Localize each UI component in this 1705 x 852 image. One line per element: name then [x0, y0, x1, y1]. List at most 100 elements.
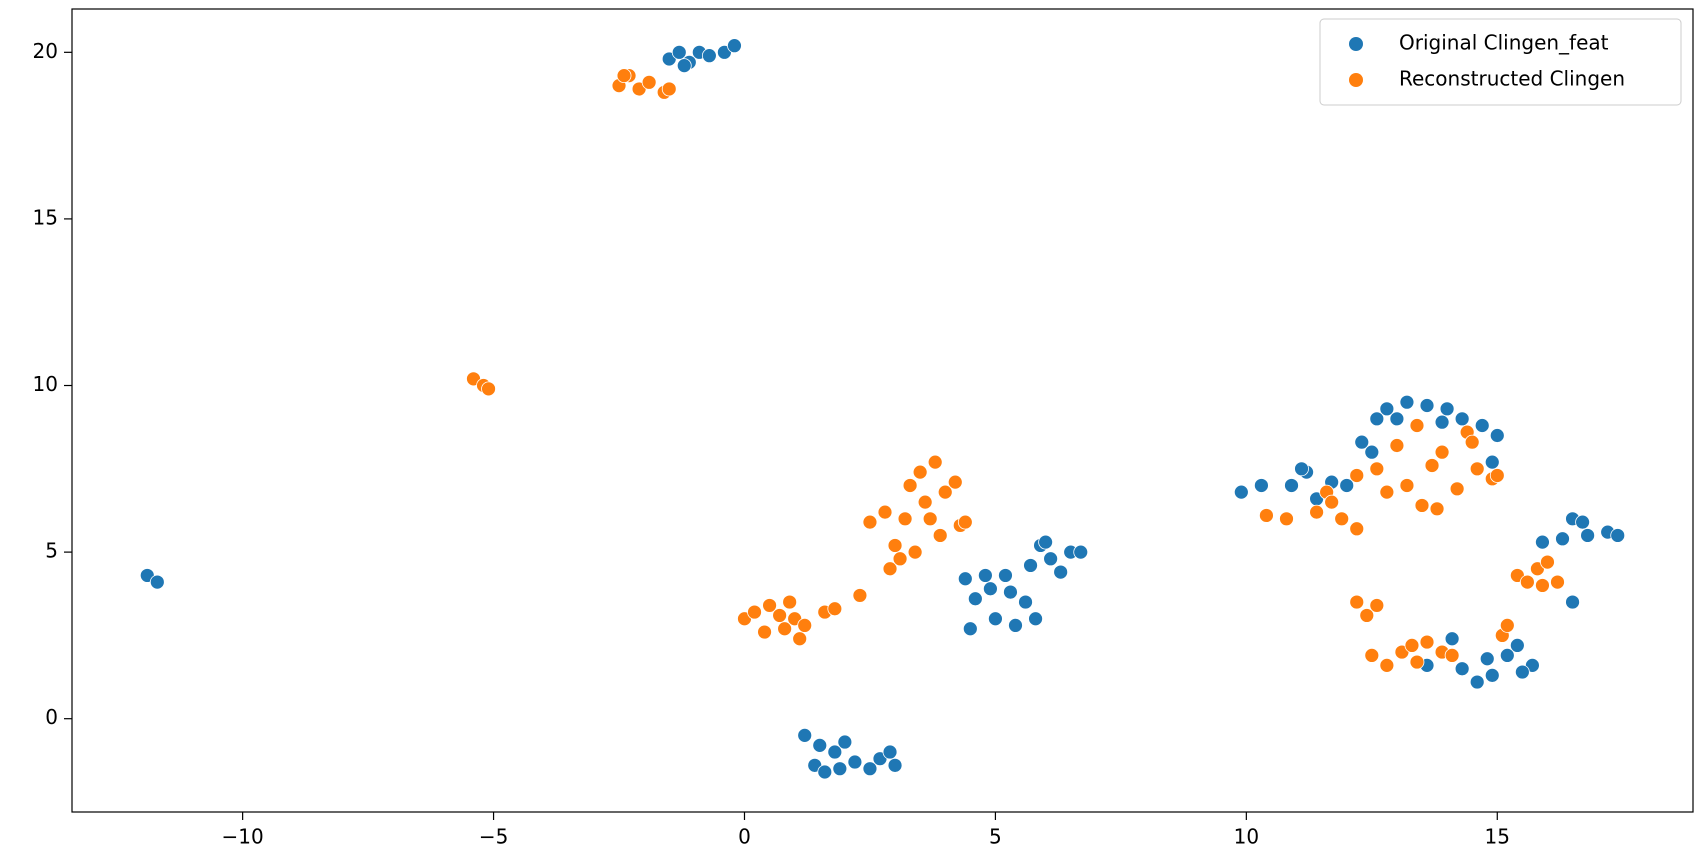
point [1349, 468, 1365, 483]
point [817, 764, 833, 780]
point [1434, 414, 1450, 430]
point [947, 474, 963, 490]
point [1449, 481, 1465, 497]
point [917, 494, 933, 510]
point [937, 484, 953, 500]
point [1369, 411, 1385, 427]
point [727, 38, 742, 54]
point [1399, 394, 1415, 410]
point [1484, 667, 1500, 683]
point [927, 454, 943, 470]
point [1484, 454, 1500, 470]
point [1053, 564, 1069, 580]
point [671, 44, 687, 60]
point [782, 594, 798, 610]
point [757, 624, 772, 640]
y-tick-label: 20 [33, 39, 58, 63]
point [1499, 618, 1515, 633]
point [641, 74, 657, 90]
point [1444, 647, 1460, 663]
point [922, 511, 938, 527]
point [1254, 478, 1269, 493]
point [882, 561, 898, 577]
point [1434, 444, 1450, 460]
x-tick-label: 0 [738, 825, 751, 849]
point [1043, 551, 1059, 567]
point [1409, 418, 1425, 433]
point [1364, 444, 1380, 460]
point [1038, 534, 1054, 550]
legend-label: Reconstructed Clingen [1399, 67, 1625, 91]
point [932, 528, 948, 543]
point [1469, 674, 1485, 690]
point [1389, 438, 1405, 453]
point [897, 511, 913, 527]
point [862, 514, 878, 530]
point [1419, 634, 1435, 650]
x-tick-label: −10 [222, 825, 264, 849]
point [1514, 664, 1530, 680]
point [1444, 631, 1460, 647]
point [1399, 478, 1415, 493]
y-tick-label: 15 [33, 205, 58, 229]
point [1555, 531, 1570, 547]
point [661, 81, 677, 97]
point [747, 604, 762, 620]
point [1294, 461, 1309, 477]
point [1073, 544, 1089, 560]
point [912, 464, 928, 480]
series-points [466, 68, 1565, 673]
point [1414, 498, 1430, 513]
y-tick-label: 5 [45, 539, 58, 563]
point [777, 621, 793, 637]
point [1008, 618, 1023, 633]
point [812, 737, 828, 753]
point [1489, 428, 1505, 443]
point [827, 744, 843, 760]
point [892, 551, 908, 567]
point [1369, 461, 1385, 477]
legend-label: Original Clingen_feat [1399, 31, 1609, 55]
point [847, 754, 863, 770]
legend-marker [1349, 37, 1363, 51]
point [1339, 478, 1355, 493]
point [1354, 434, 1370, 450]
point [1429, 501, 1445, 517]
point [1379, 484, 1395, 500]
point [1379, 401, 1395, 417]
point [902, 478, 918, 493]
point [1499, 647, 1515, 663]
y-tick-label: 0 [45, 705, 58, 729]
point [957, 514, 973, 530]
point [977, 568, 993, 583]
point [882, 744, 898, 760]
point [1565, 594, 1580, 610]
point [1454, 411, 1470, 427]
point [1364, 647, 1380, 663]
x-tick-label: 15 [1485, 825, 1510, 849]
point [998, 568, 1013, 583]
series-points [139, 38, 1626, 780]
point [797, 618, 813, 633]
point [772, 608, 788, 623]
point [1018, 594, 1033, 610]
point [1540, 554, 1555, 570]
point [701, 48, 717, 64]
point [1379, 657, 1395, 673]
y-tick-label: 10 [33, 372, 58, 396]
point [1610, 528, 1626, 543]
legend-marker [1349, 73, 1363, 87]
point [1469, 461, 1485, 477]
point [1023, 558, 1038, 573]
point [797, 727, 813, 743]
point [907, 544, 923, 560]
point [1580, 528, 1596, 543]
point [762, 598, 777, 613]
point [837, 734, 853, 750]
point [1424, 458, 1440, 473]
point [1279, 511, 1294, 527]
point [481, 381, 496, 397]
point [877, 504, 893, 520]
point [1439, 401, 1455, 417]
